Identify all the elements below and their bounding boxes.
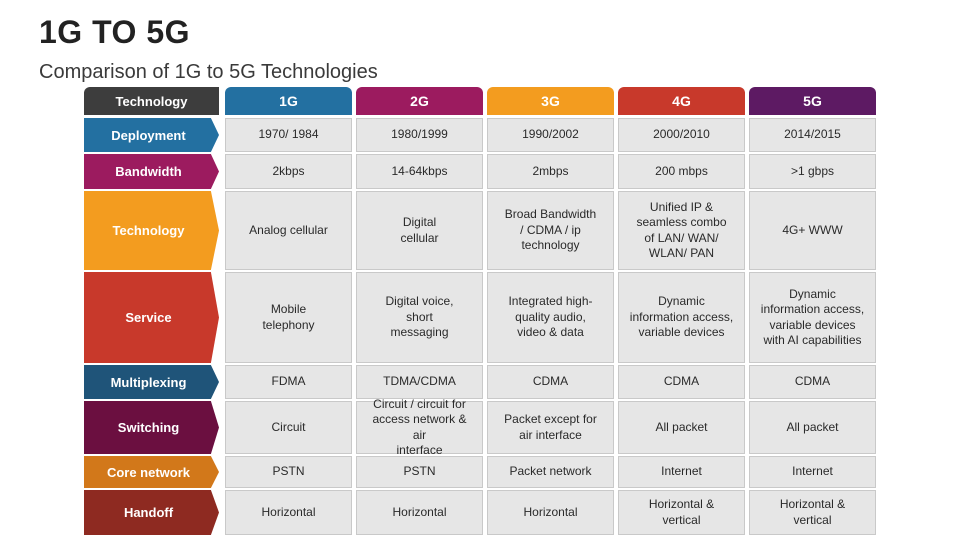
cell-multiplexing-3g: CDMA [487,365,614,399]
header-generation-4g: 4G [618,87,745,115]
cell-technology-5g: 4G+ WWW [749,191,876,270]
cell-handoff-1g: Horizontal [225,490,352,535]
cell-bandwidth-1g: 2kbps [225,154,352,189]
cell-core-network-4g: Internet [618,456,745,488]
cell-technology-2g: Digital cellular [356,191,483,270]
cell-handoff-2g: Horizontal [356,490,483,535]
cell-switching-1g: Circuit [225,401,352,454]
cell-handoff-5g: Horizontal & vertical [749,490,876,535]
cell-bandwidth-3g: 2mbps [487,154,614,189]
cell-multiplexing-5g: CDMA [749,365,876,399]
row-label-core-network: Core network [84,456,219,488]
cell-handoff-3g: Horizontal [487,490,614,535]
cell-multiplexing-4g: CDMA [618,365,745,399]
cell-core-network-2g: PSTN [356,456,483,488]
cell-deployment-3g: 1990/2002 [487,118,614,152]
row-label-deployment: Deployment [84,118,219,152]
header-generation-3g: 3G [487,87,614,115]
page-title: 1G TO 5G [39,14,191,50]
row-label-bandwidth: Bandwidth [84,154,219,189]
cell-multiplexing-2g: TDMA/CDMA [356,365,483,399]
cell-technology-1g: Analog cellular [225,191,352,270]
cell-bandwidth-4g: 200 mbps [618,154,745,189]
cell-service-3g: Integrated high-quality audio, video & da… [487,272,614,363]
row-label-multiplexing: Multiplexing [84,365,219,399]
row-label-handoff: Handoff [84,490,219,535]
cell-service-4g: Dynamic information access, variable devic… [618,272,745,363]
cell-service-1g: Mobile telephony [225,272,352,363]
header-generation-1g: 1G [225,87,352,115]
cell-core-network-1g: PSTN [225,456,352,488]
cell-bandwidth-5g: >1 gbps [749,154,876,189]
cell-service-2g: Digital voice, short messaging [356,272,483,363]
header-technology-label: Technology [84,87,219,115]
cell-deployment-4g: 2000/2010 [618,118,745,152]
cell-handoff-4g: Horizontal & vertical [618,490,745,535]
cell-bandwidth-2g: 14-64kbps [356,154,483,189]
cell-switching-2g: Circuit / circuit for access network & ai… [356,397,483,457]
cell-deployment-1g: 1970/ 1984 [225,118,352,152]
cell-core-network-5g: Internet [749,456,876,488]
cell-switching-3g: Packet except for air interface [487,401,614,454]
header-generation-5g: 5G [749,87,876,115]
cell-deployment-2g: 1980/1999 [356,118,483,152]
row-label-switching: Switching [84,401,219,454]
cell-service-5g: Dynamic information access, variable devic… [749,272,876,363]
cell-switching-5g: All packet [749,401,876,454]
row-label-service: Service [84,272,219,363]
header-generation-2g: 2G [356,87,483,115]
cell-deployment-5g: 2014/2015 [749,118,876,152]
row-label-technology: Technology [84,191,219,270]
cell-switching-4g: All packet [618,401,745,454]
cell-technology-3g: Broad Bandwidth / CDMA / ip technology [487,191,614,270]
cell-core-network-3g: Packet network [487,456,614,488]
cell-technology-4g: Unified IP & seamless combo of LAN/ WAN/WL… [618,191,745,270]
page-subtitle: Comparison of 1G to 5G Technologies [39,61,378,83]
cell-multiplexing-1g: FDMA [225,365,352,399]
